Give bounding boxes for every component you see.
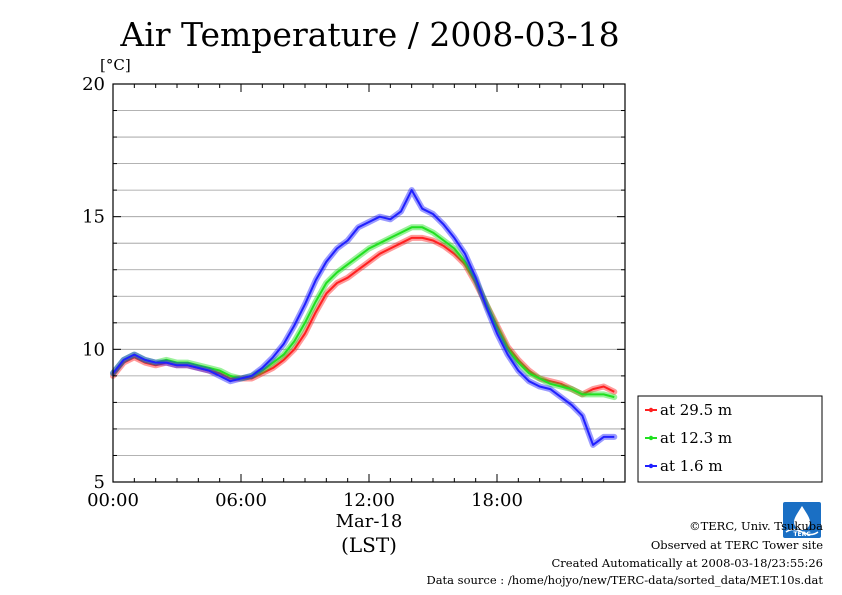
legend-marker — [648, 435, 654, 441]
wave-icon — [785, 528, 819, 536]
series-layer — [110, 187, 618, 448]
axis-ticks: 5 10 15 20 00:00 06:00 12:00 18:00 — [82, 74, 626, 511]
legend-box — [637, 395, 823, 483]
x-axis-label: (LST) — [341, 533, 397, 557]
grid-lines — [113, 110, 625, 456]
legend-marker — [648, 463, 654, 469]
logo-text: TERC — [793, 531, 811, 538]
legend-label: at 29.5 m — [660, 401, 732, 419]
created-text: Created Automatically at 2008-03-18/23:5… — [552, 556, 824, 570]
y-tick-label: 10 — [82, 339, 105, 360]
x-tick-label: 06:00 — [215, 490, 267, 511]
chart-title: Air Temperature / 2008-03-18 — [119, 15, 619, 54]
y-tick-label: 15 — [82, 207, 105, 228]
y-axis-unit-label: [°C] — [100, 56, 131, 74]
plot-frame — [112, 83, 626, 483]
date-label: Mar-18 — [336, 511, 403, 532]
water-drop-icon — [794, 506, 810, 530]
x-tick-label: 18:00 — [471, 490, 523, 511]
series-line — [112, 226, 615, 399]
series-halo — [110, 187, 618, 448]
legend-marker — [648, 407, 654, 413]
y-tick-label: 5 — [94, 472, 105, 493]
legend: at 29.5 m at 12.3 m at 1.6 m — [637, 395, 823, 483]
site-text: Observed at TERC Tower site — [651, 538, 823, 552]
y-tick-label: 20 — [82, 74, 105, 95]
series-line — [112, 236, 615, 396]
data-source-text: Data source : /home/hojyo/new/TERC-data/… — [426, 573, 823, 587]
series-halo — [110, 234, 618, 398]
terc-logo: TERC — [783, 502, 821, 538]
legend-label: at 12.3 m — [660, 429, 732, 447]
x-tick-label: 00:00 — [87, 490, 139, 511]
x-tick-label: 12:00 — [343, 490, 395, 511]
series-line — [112, 189, 615, 446]
legend-label: at 1.6 m — [660, 457, 723, 475]
copyright-text: ©TERC, Univ. Tsukuba — [689, 519, 823, 533]
